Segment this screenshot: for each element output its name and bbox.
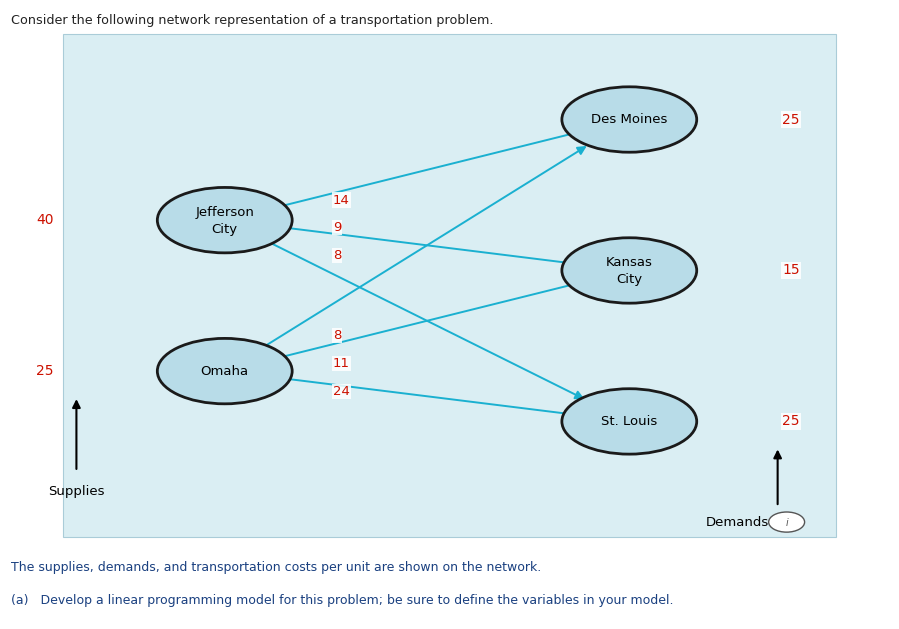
Text: i: i bbox=[785, 518, 788, 528]
Text: Des Moines: Des Moines bbox=[592, 113, 667, 126]
Circle shape bbox=[769, 512, 805, 532]
Ellipse shape bbox=[157, 187, 292, 253]
Text: Kansas: Kansas bbox=[606, 256, 653, 269]
Text: 15: 15 bbox=[782, 264, 800, 277]
Text: 25: 25 bbox=[782, 113, 800, 126]
Text: 24: 24 bbox=[333, 385, 350, 398]
Text: Omaha: Omaha bbox=[200, 365, 249, 377]
Ellipse shape bbox=[562, 238, 697, 303]
Ellipse shape bbox=[562, 389, 697, 454]
Ellipse shape bbox=[562, 87, 697, 152]
Text: Consider the following network representation of a transportation problem.: Consider the following network represent… bbox=[11, 14, 494, 27]
Text: 40: 40 bbox=[36, 213, 54, 227]
Text: City: City bbox=[211, 223, 238, 236]
Text: 11: 11 bbox=[333, 357, 350, 370]
Text: 25: 25 bbox=[782, 415, 800, 428]
Text: City: City bbox=[616, 273, 643, 286]
Text: (a)   Develop a linear programming model for this problem; be sure to define the: (a) Develop a linear programming model f… bbox=[11, 594, 673, 608]
Text: Supplies: Supplies bbox=[49, 486, 104, 498]
Text: Jefferson: Jefferson bbox=[195, 206, 254, 219]
Text: The supplies, demands, and transportation costs per unit are shown on the networ: The supplies, demands, and transportatio… bbox=[11, 561, 541, 574]
Text: 9: 9 bbox=[333, 221, 341, 234]
Text: St. Louis: St. Louis bbox=[601, 415, 657, 428]
Ellipse shape bbox=[157, 338, 292, 404]
Text: 25: 25 bbox=[36, 364, 54, 378]
Text: Demands: Demands bbox=[706, 516, 769, 528]
Text: 8: 8 bbox=[333, 249, 341, 262]
Text: 14: 14 bbox=[333, 194, 350, 206]
Polygon shape bbox=[63, 34, 836, 537]
Text: 8: 8 bbox=[333, 330, 341, 342]
